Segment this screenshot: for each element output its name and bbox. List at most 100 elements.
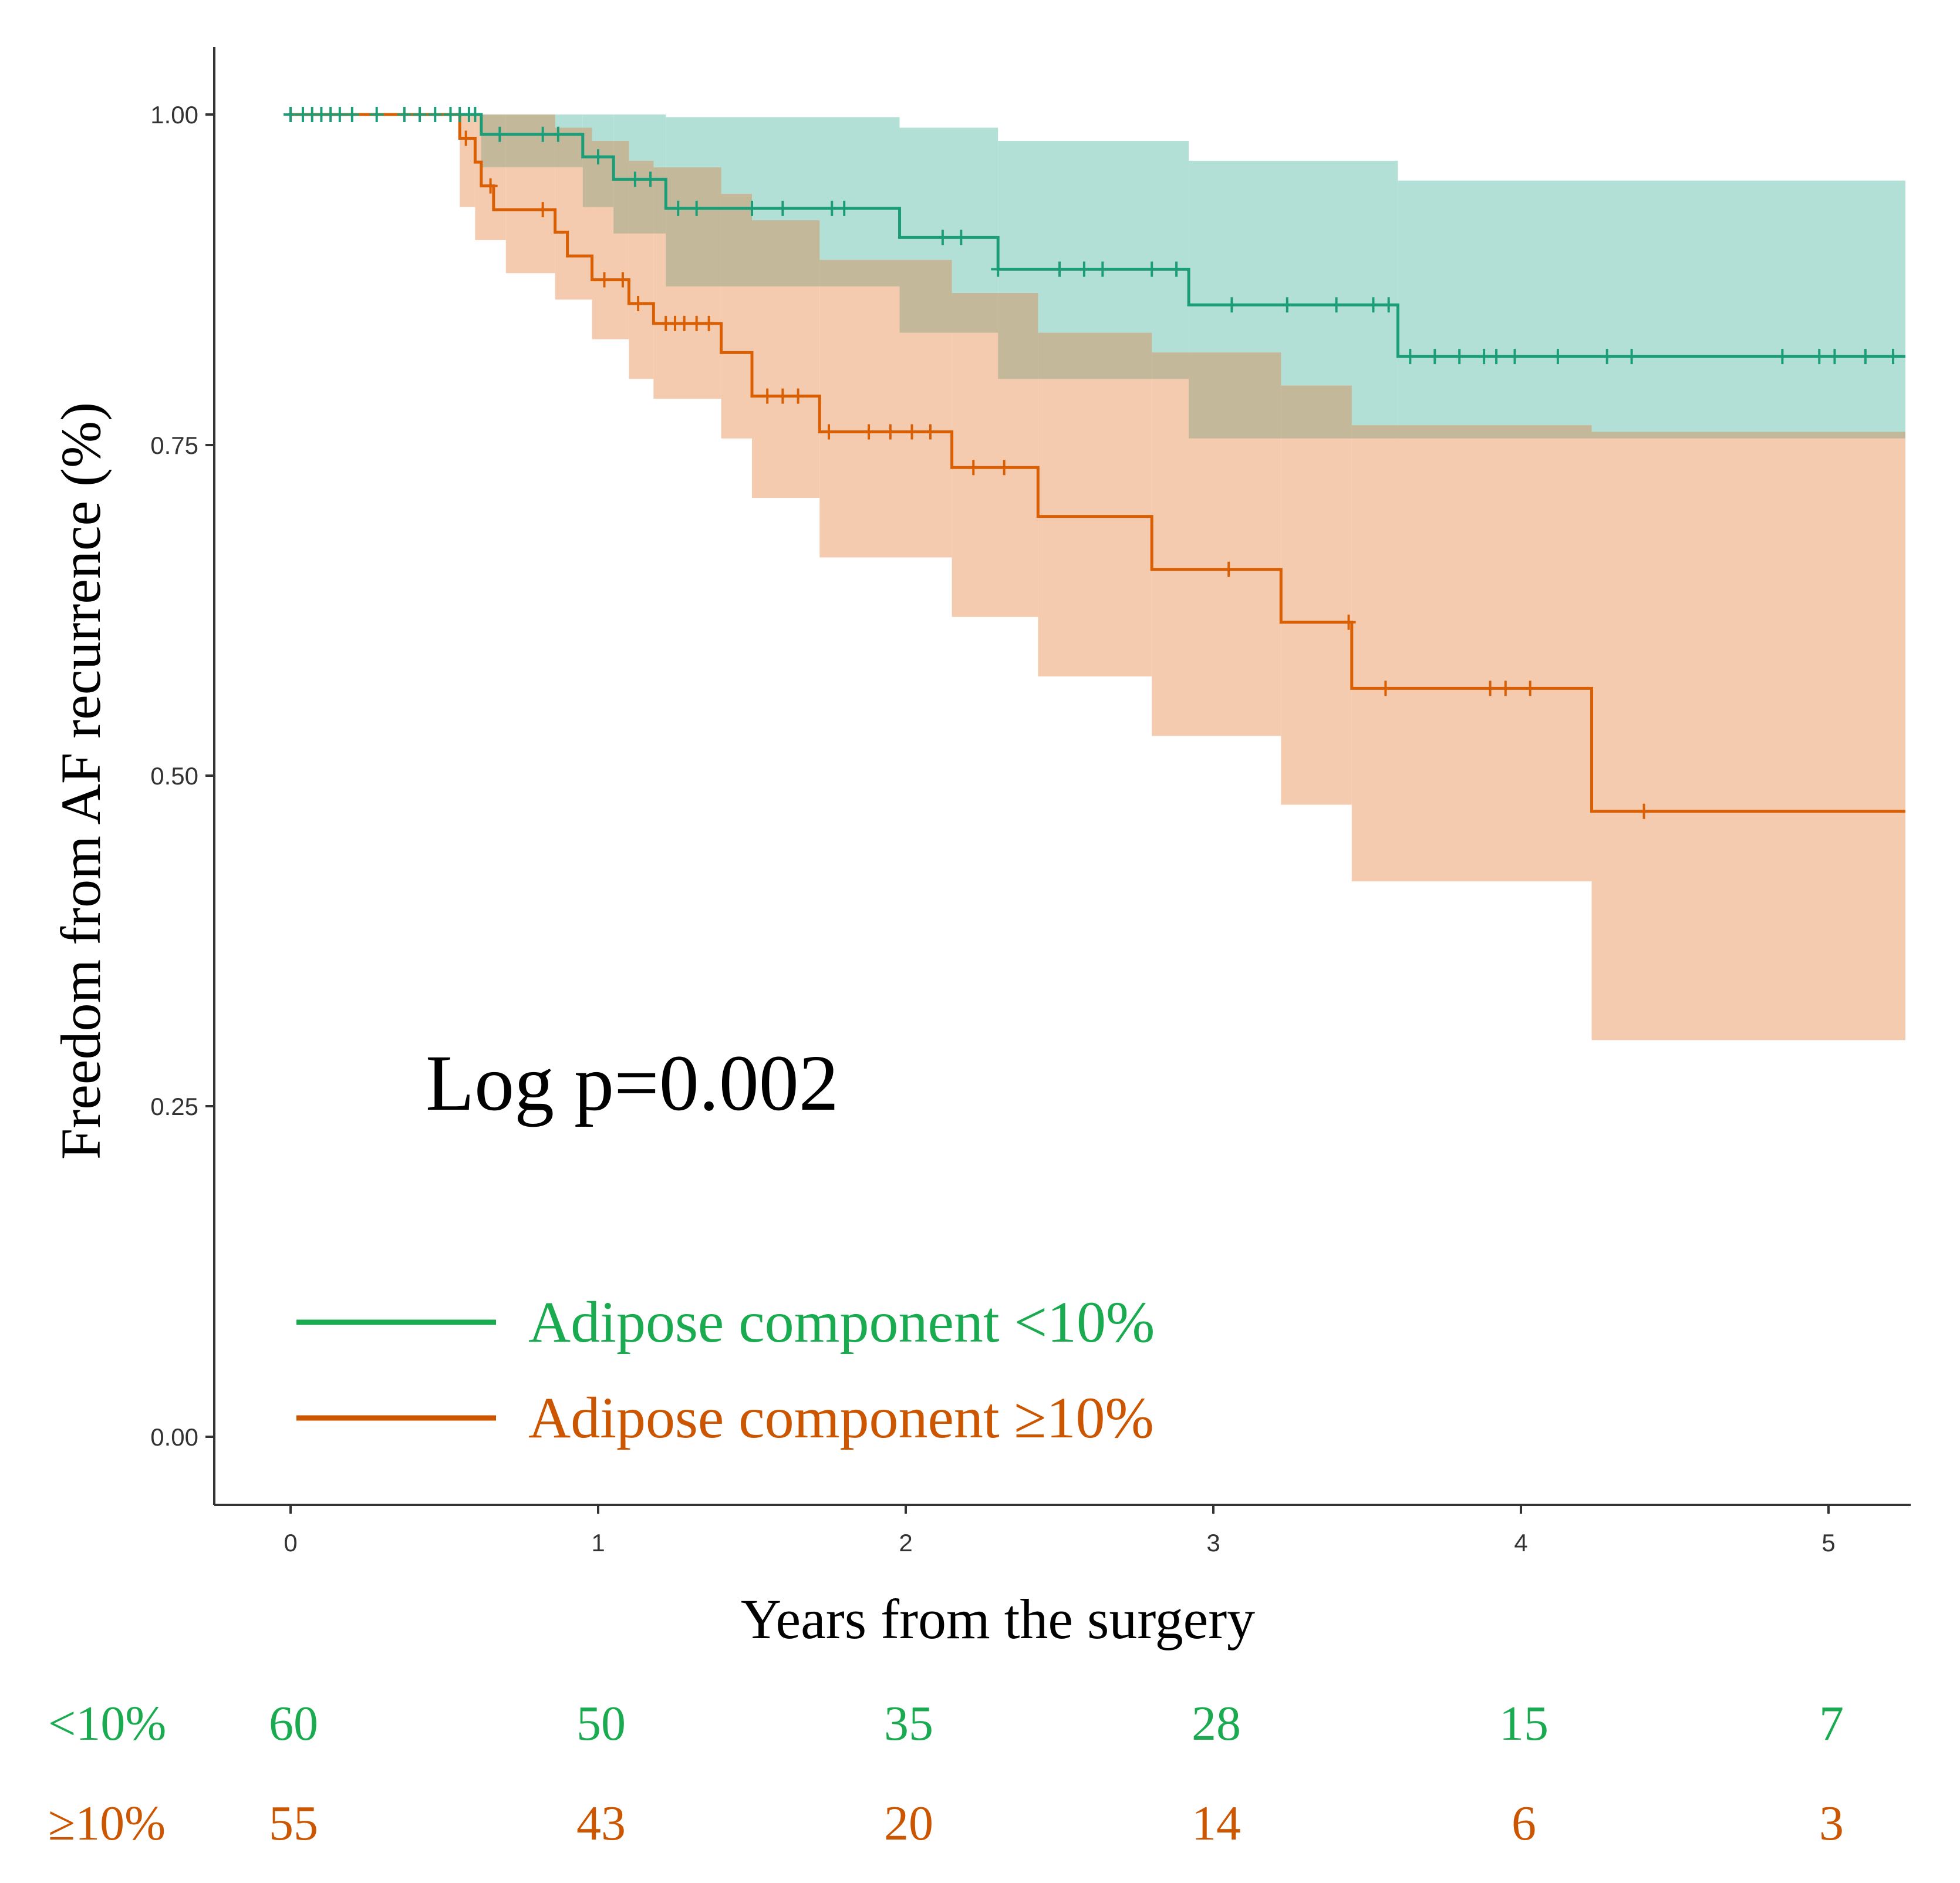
risk-count-0-3: 28 bbox=[1192, 1696, 1241, 1751]
censor-mark-green-6 bbox=[345, 107, 359, 122]
censor-mark-green-19 bbox=[628, 171, 642, 187]
ci-overlap-24 bbox=[1591, 432, 1598, 439]
ci-overlap-20 bbox=[1189, 352, 1281, 439]
risk-count-1-4: 6 bbox=[1512, 1796, 1536, 1851]
ci-overlap-8 bbox=[613, 141, 629, 234]
censor-mark-green-51 bbox=[1827, 349, 1842, 365]
censor-mark-orange-26 bbox=[1523, 681, 1537, 696]
censor-mark-green-15 bbox=[492, 126, 507, 142]
censor-mark-green-31 bbox=[1077, 261, 1091, 277]
censor-mark-orange-18 bbox=[923, 424, 937, 440]
ci-overlap-11 bbox=[666, 167, 721, 287]
censor-mark-green-29 bbox=[991, 261, 1006, 277]
censor-mark-orange-4 bbox=[615, 272, 630, 288]
risk-count-1-0: 55 bbox=[269, 1796, 318, 1851]
risk-table: <10% 60 50 35 28 15 7 ≥10% 55 43 20 14 6 3 bbox=[48, 1696, 1844, 1851]
censor-mark-green-32 bbox=[1095, 261, 1110, 277]
censor-mark-green-47 bbox=[1600, 349, 1614, 365]
ci-overlap-18 bbox=[1038, 332, 1152, 379]
censor-mark-green-44 bbox=[1489, 349, 1504, 365]
censor-mark-green-49 bbox=[1775, 349, 1790, 365]
censor-mark-green-43 bbox=[1477, 349, 1492, 365]
x-axis-label: Years from the surgery bbox=[741, 1588, 1255, 1650]
censor-mark-green-50 bbox=[1812, 349, 1827, 365]
x-ticks: 0 1 2 3 4 5 bbox=[284, 1505, 1836, 1557]
censor-mark-green-41 bbox=[1428, 349, 1442, 365]
censor-mark-green-9 bbox=[413, 107, 427, 122]
x-tick-label-5: 5 bbox=[1821, 1529, 1835, 1557]
censor-mark-green-34 bbox=[1169, 261, 1184, 277]
y-axis-label: Freedom from AF recurrence (%) bbox=[49, 402, 112, 1160]
censor-mark-orange-27 bbox=[1637, 803, 1651, 819]
censor-mark-green-24 bbox=[775, 200, 790, 216]
risk-count-0-4: 15 bbox=[1499, 1696, 1549, 1751]
x-tick-label-4: 4 bbox=[1514, 1529, 1527, 1557]
y-tick-label-4: 1.00 bbox=[150, 101, 198, 129]
censor-mark-green-7 bbox=[369, 107, 384, 122]
censor-mark-green-40 bbox=[1403, 349, 1418, 365]
risk-count-0-0: 60 bbox=[269, 1696, 318, 1751]
censor-mark-orange-19 bbox=[966, 460, 981, 476]
logrank-annotation: Log p=0.002 bbox=[426, 1039, 839, 1127]
censor-mark-green-36 bbox=[1280, 297, 1294, 313]
ci-band-orange-14 bbox=[1281, 385, 1352, 805]
ci-overlap-7 bbox=[592, 141, 614, 207]
censor-mark-green-23 bbox=[745, 200, 759, 216]
ci-band-orange-1 bbox=[460, 114, 475, 207]
censor-mark-orange-10 bbox=[701, 315, 716, 331]
censor-mark-orange-16 bbox=[883, 424, 898, 440]
risk-row-label-0: <10% bbox=[48, 1696, 166, 1751]
ci-band-green-9 bbox=[1598, 180, 1905, 439]
legend-label-green: Adipose component <10% bbox=[528, 1289, 1155, 1355]
ci-band-orange-12 bbox=[1038, 332, 1152, 677]
y-ticks: 0.00 0.25 0.50 0.75 1.00 bbox=[150, 101, 214, 1451]
censor-mark-green-27 bbox=[935, 230, 950, 245]
censor-mark-orange-2 bbox=[535, 202, 550, 218]
censor-mark-green-45 bbox=[1507, 349, 1522, 365]
risk-count-0-5: 7 bbox=[1819, 1696, 1844, 1751]
censor-mark-orange-22 bbox=[1341, 614, 1356, 630]
censor-mark-orange-25 bbox=[1498, 681, 1513, 696]
censor-mark-green-17 bbox=[551, 126, 565, 142]
ci-overlap-6 bbox=[582, 127, 592, 207]
censor-mark-orange-15 bbox=[862, 424, 876, 440]
censor-mark-green-42 bbox=[1452, 349, 1467, 365]
ci-overlap-14 bbox=[819, 260, 900, 287]
censor-mark-green-0 bbox=[284, 107, 298, 122]
censor-mark-green-46 bbox=[1550, 349, 1565, 365]
ci-overlap-4 bbox=[505, 114, 555, 168]
ci-overlap-19 bbox=[1152, 352, 1189, 379]
censor-mark-green-21 bbox=[671, 200, 686, 216]
censor-mark-green-14 bbox=[468, 107, 483, 122]
ci-overlap-10 bbox=[653, 167, 666, 234]
x-tick-label-2: 2 bbox=[899, 1529, 912, 1557]
censor-mark-green-8 bbox=[397, 107, 411, 122]
y-tick-label-3: 0.75 bbox=[150, 432, 198, 459]
censor-mark-green-48 bbox=[1624, 349, 1639, 365]
risk-count-1-5: 3 bbox=[1819, 1796, 1844, 1851]
censor-mark-green-10 bbox=[428, 107, 443, 122]
censor-mark-green-52 bbox=[1858, 349, 1873, 365]
ci-overlap-21 bbox=[1281, 385, 1352, 439]
censor-mark-green-39 bbox=[1381, 297, 1396, 313]
censor-mark-green-18 bbox=[591, 149, 605, 165]
censor-mark-green-53 bbox=[1886, 349, 1901, 365]
censor-mark-green-38 bbox=[1366, 297, 1381, 313]
ci-overlap-22 bbox=[1351, 425, 1398, 439]
censor-mark-green-20 bbox=[643, 171, 658, 187]
censor-mark-orange-9 bbox=[689, 315, 704, 331]
censor-mark-green-5 bbox=[332, 107, 347, 122]
censor-mark-orange-11 bbox=[760, 388, 775, 404]
censor-mark-orange-23 bbox=[1378, 681, 1393, 696]
ci-overlap-17 bbox=[998, 293, 1038, 379]
risk-count-0-1: 50 bbox=[576, 1696, 626, 1751]
censor-mark-green-25 bbox=[825, 200, 839, 216]
risk-count-1-1: 43 bbox=[576, 1796, 626, 1851]
censor-mark-orange-5 bbox=[631, 296, 646, 312]
ci-band-orange-15 bbox=[1351, 425, 1592, 882]
ci-overlap-3 bbox=[481, 114, 506, 168]
censor-mark-orange-0 bbox=[458, 130, 473, 146]
censor-mark-green-30 bbox=[1052, 261, 1067, 277]
censor-mark-green-22 bbox=[689, 200, 704, 216]
